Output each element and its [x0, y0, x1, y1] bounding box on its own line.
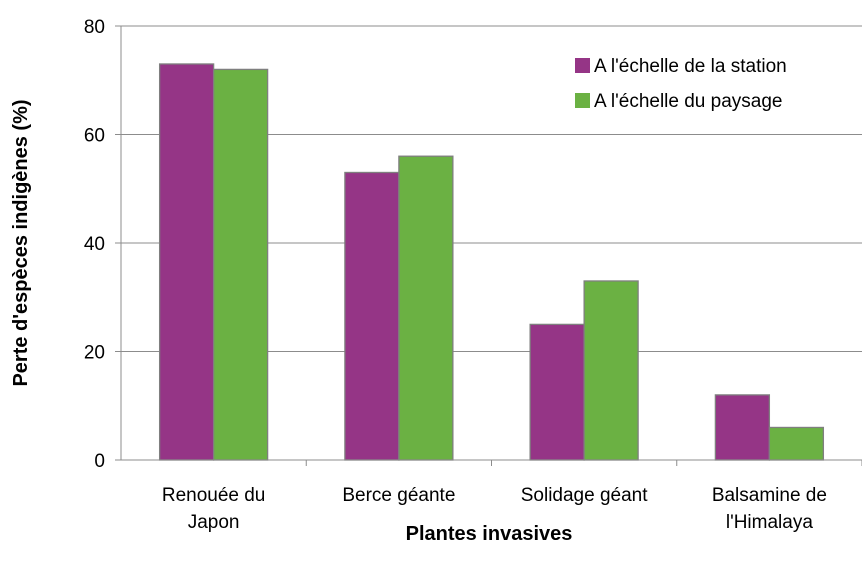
y-tick-label: 40 — [84, 234, 105, 255]
bar-paysage — [768, 426, 825, 461]
x-tick-label: Berce géante — [342, 485, 455, 506]
y-tick-label: 60 — [84, 126, 105, 147]
x-tick-label: Renouée du — [162, 485, 266, 506]
x-tick-labels: Renouée du Japon Berce géante Solidage géan… — [162, 485, 827, 533]
bar-paysage — [212, 68, 269, 461]
bar-station — [344, 171, 400, 461]
legend-swatch — [575, 58, 590, 73]
y-tick-label: 0 — [94, 451, 105, 472]
y-tick-label: 80 — [84, 17, 105, 38]
x-tick-label: Balsamine de — [712, 485, 827, 506]
x-tick-label: Solidage géant — [521, 485, 648, 506]
legend: A l'échelle de la station A l'échelle du … — [575, 56, 787, 112]
bar-station — [714, 394, 771, 461]
bar-paysage — [583, 280, 639, 461]
legend-label: A l'échelle de la station — [594, 56, 787, 77]
y-tick-label: 20 — [84, 343, 105, 364]
y-tick-labels: 0 20 40 60 80 — [84, 17, 105, 472]
axes — [115, 25, 862, 466]
legend-label: A l'échelle du paysage — [594, 91, 783, 112]
legend-swatch — [575, 93, 590, 108]
bar-station — [529, 323, 585, 461]
bars — [158, 63, 825, 461]
x-axis-title: Plantes invasives — [406, 523, 573, 545]
bar-station — [158, 63, 215, 461]
x-tick-label: Japon — [188, 512, 240, 533]
x-tick-label: l'Himalaya — [726, 512, 813, 533]
bar-paysage — [398, 155, 454, 461]
y-axis-title: Perte d'espèces indigènes (%) — [10, 99, 32, 386]
